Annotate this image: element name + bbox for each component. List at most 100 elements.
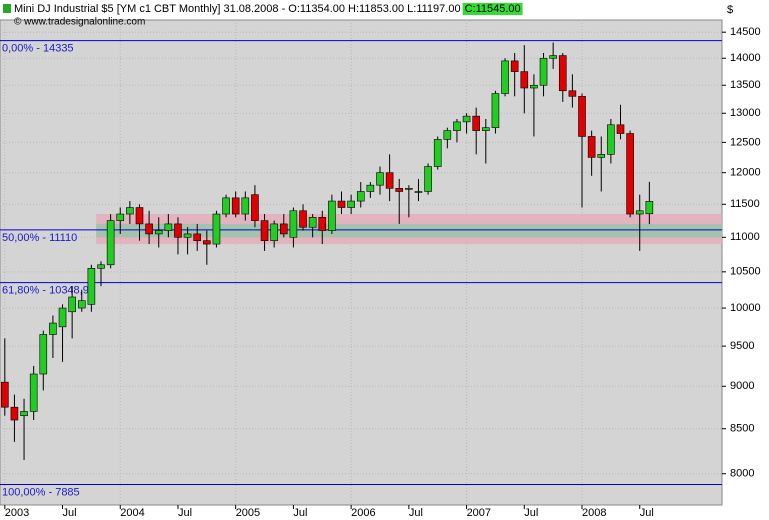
y-tick-label: 12000 (730, 167, 761, 179)
candle-body (58, 307, 67, 328)
candle-body (308, 217, 317, 228)
candle-body (193, 233, 202, 241)
source: © www.tradesignalonline.com (14, 17, 145, 28)
candle-body (145, 223, 153, 235)
y-tick-label: 9500 (730, 340, 754, 352)
fib-label: 100,00% - 7885 (2, 486, 80, 498)
candle-body (328, 200, 336, 231)
y-tick-label: 13000 (730, 107, 761, 119)
zone (96, 223, 722, 238)
candle-body (616, 124, 625, 134)
candle-body (587, 136, 596, 158)
candle-body (607, 124, 615, 155)
x-tick-label: 2003 (5, 507, 29, 519)
candle-body (29, 373, 38, 412)
candle-body (39, 334, 48, 375)
close-label: C:11545.00 (465, 3, 521, 15)
candle-body (289, 210, 298, 238)
fib-label: 0,00% - 14335 (2, 43, 74, 55)
candle-body (68, 296, 76, 313)
candle-body (501, 60, 509, 94)
candle-body (645, 201, 654, 215)
candle-body (203, 240, 211, 245)
candle-body (87, 268, 96, 305)
candle-body (424, 166, 432, 192)
y-tick-label: 11500 (730, 198, 760, 210)
candle-body (510, 60, 519, 72)
candle-body (578, 96, 586, 137)
candle-body (337, 200, 346, 208)
candle-body (530, 84, 538, 89)
candle-body (49, 322, 57, 335)
candle-body (1, 381, 9, 408)
x-tick-label: Jul (293, 507, 307, 519)
x-tick-label: 2005 (236, 507, 260, 519)
y-tick-label: 11000 (730, 231, 760, 243)
candle-body (347, 200, 355, 208)
x-tick-label: Jul (63, 507, 77, 519)
candle-body (462, 115, 471, 123)
candle-body (279, 223, 288, 235)
candle-body (20, 411, 28, 417)
candle-body (97, 264, 105, 269)
fib-label: 50,00% - 11110 (2, 232, 77, 244)
candle-body (154, 230, 163, 235)
y-tick-label: 8000 (730, 468, 754, 480)
x-tick-label: Jul (178, 507, 192, 519)
candle-body (405, 188, 413, 190)
candle-body (116, 213, 125, 221)
y-tick-label: 10500 (730, 266, 761, 278)
candle-body (626, 133, 634, 215)
candle-body (395, 188, 404, 192)
candle-body (318, 217, 327, 231)
fib-label: 61,80% - 10348,9 (2, 284, 89, 296)
x-tick-label: 2007 (467, 507, 491, 519)
close-label-bg (462, 3, 523, 15)
candle-body (558, 55, 567, 92)
candle-body (366, 184, 375, 192)
candle-body (270, 223, 278, 241)
candle-body (597, 154, 606, 158)
candle-body (260, 220, 269, 241)
candle-body (251, 194, 259, 221)
x-tick-label: Jul (524, 507, 538, 519)
candle-body (356, 191, 365, 202)
chart-title: Mini DJ Industrial $5 [YM c1 CBT Monthly… (14, 3, 461, 15)
x-tick-label: 2008 (582, 507, 606, 519)
candle-body (385, 172, 394, 189)
y-tick-label: 8500 (730, 423, 754, 435)
y-tick-label: 14000 (730, 52, 761, 64)
candle-body (414, 191, 423, 193)
candle-body (539, 57, 548, 86)
candle-body (183, 233, 192, 238)
candle-body (126, 207, 134, 215)
candle-body (443, 130, 452, 140)
candle-body (568, 90, 577, 97)
candle-body (135, 207, 144, 225)
candle-body (433, 139, 442, 167)
candle-body (635, 210, 644, 215)
candle-body (164, 223, 173, 231)
plot-area (0, 19, 723, 506)
unit: $ (727, 4, 733, 16)
candle-body (222, 197, 230, 215)
candle-body (549, 55, 557, 59)
candle-body (174, 223, 182, 238)
candle-body (106, 220, 115, 266)
x-tick-label: 2006 (351, 507, 375, 519)
x-tick-label: Jul (409, 507, 423, 519)
x-tick-label: 2004 (120, 507, 144, 519)
candle-body (472, 115, 480, 131)
candle-body (231, 197, 240, 215)
candle-body (482, 127, 490, 131)
x-tick-label: Jul (640, 507, 654, 519)
candle-body (453, 121, 461, 131)
y-tick-label: 14500 (730, 26, 761, 38)
y-tick-label: 12500 (730, 136, 761, 148)
candle-body (299, 210, 307, 228)
y-tick-label: 13500 (730, 79, 761, 91)
candle-body (77, 300, 86, 309)
candle-body (376, 172, 384, 186)
symbol-icon (3, 4, 11, 13)
